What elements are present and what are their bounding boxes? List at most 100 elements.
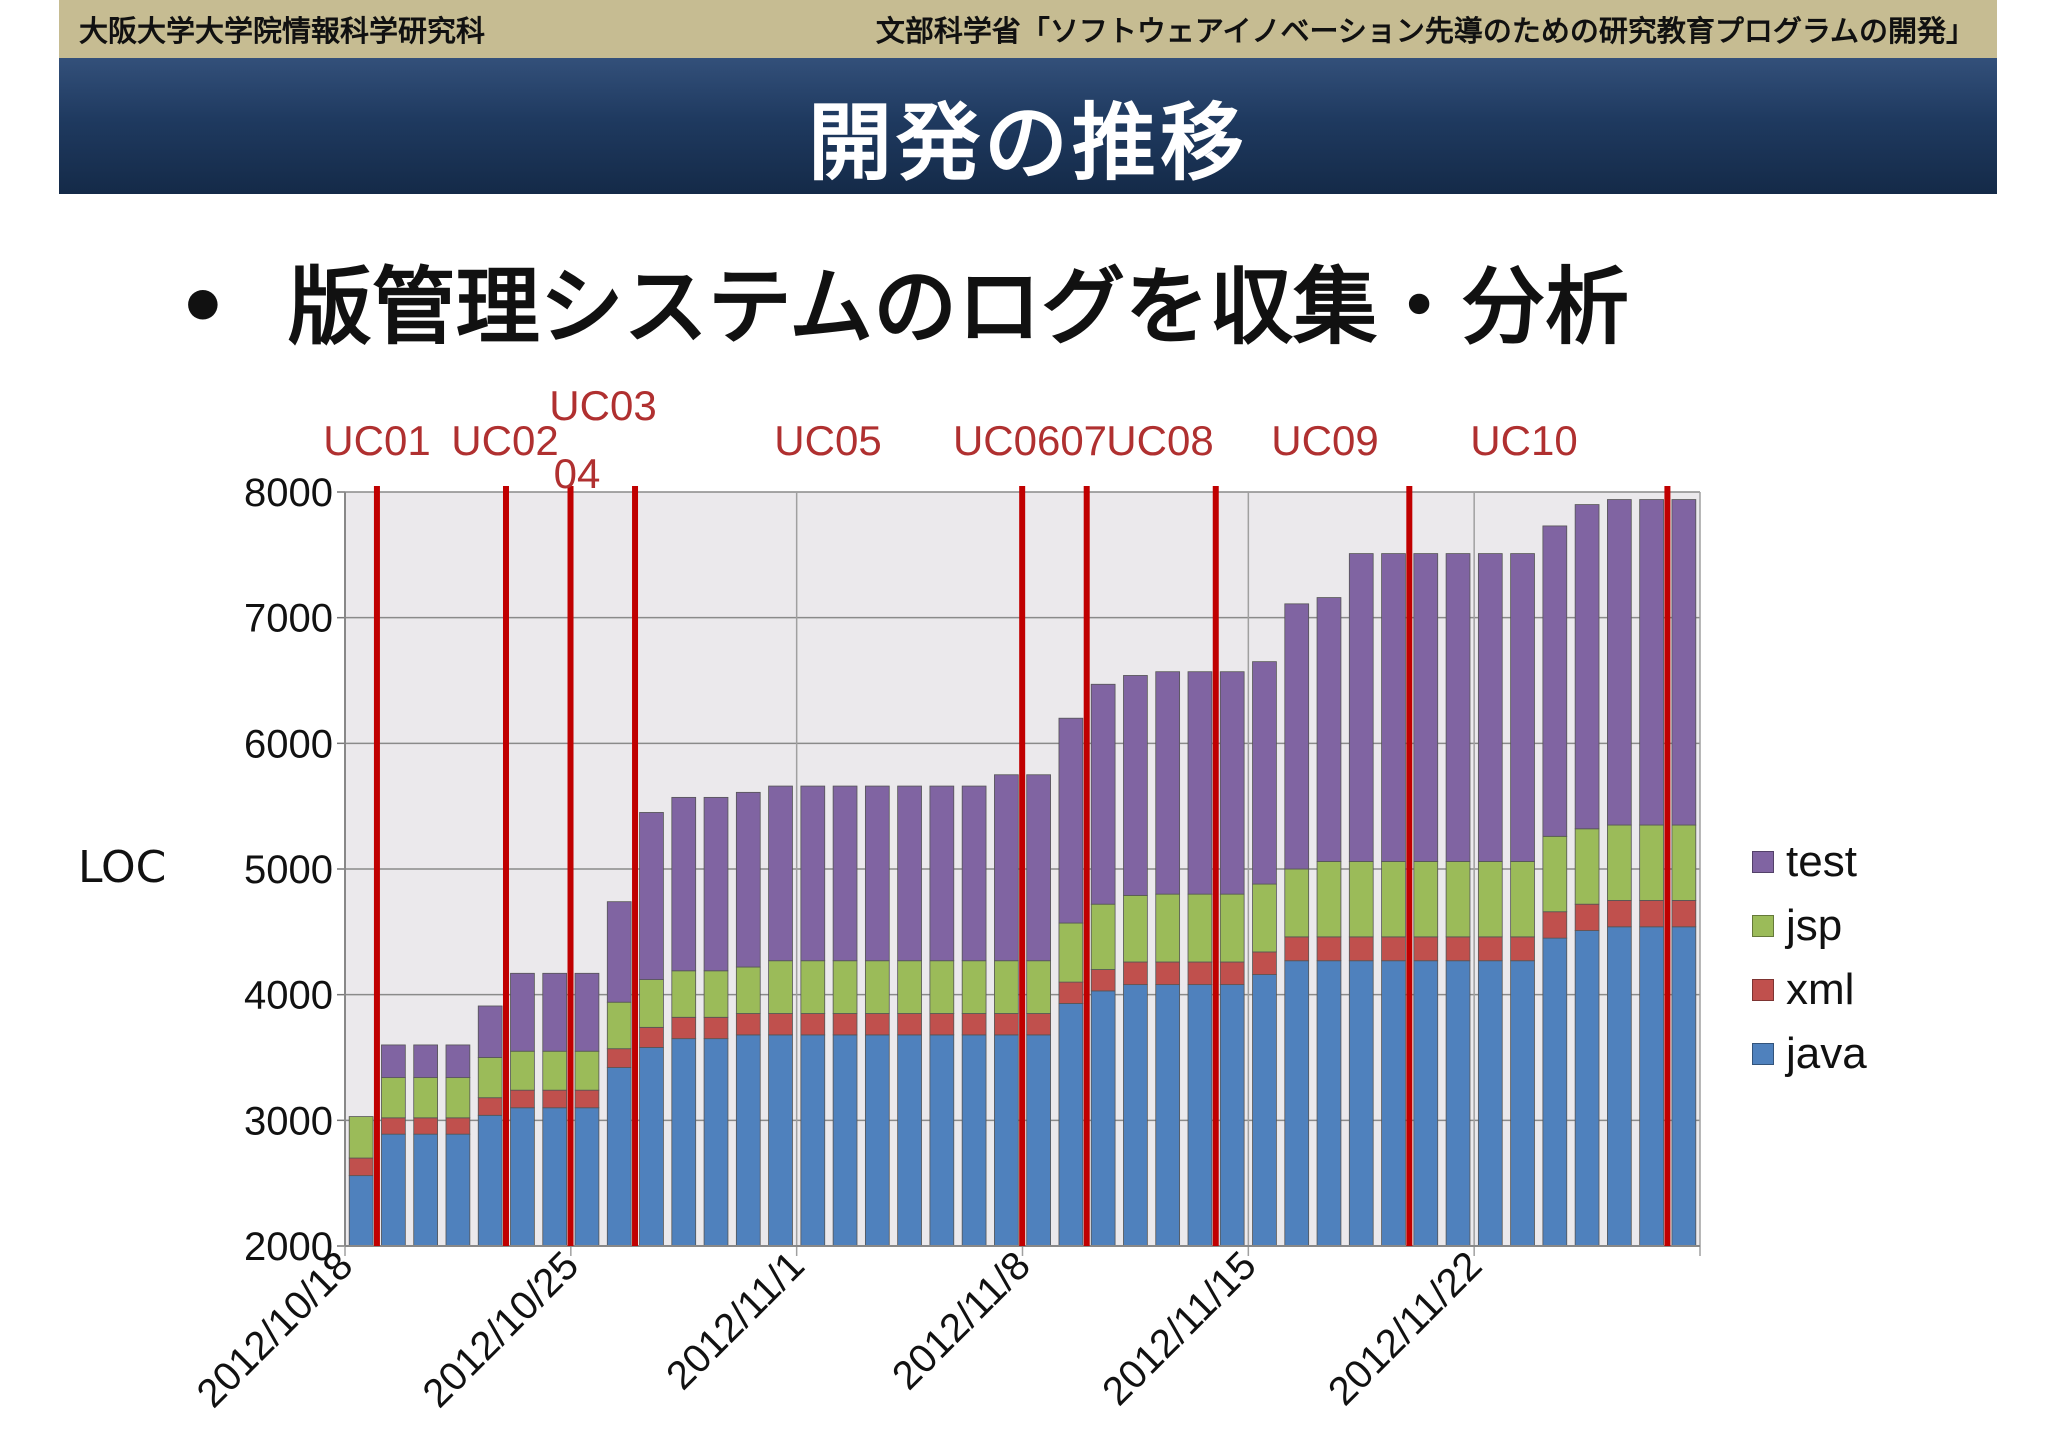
y-tick-label: 2000 <box>244 1225 333 1269</box>
bar-test <box>1574 504 1600 830</box>
y-tick-label: 3000 <box>244 1099 333 1143</box>
bar-test <box>832 785 858 962</box>
x-tick-label: 2012/11/1 <box>658 1243 813 1398</box>
bar-java <box>1058 1003 1084 1247</box>
bar-xml <box>929 1013 955 1036</box>
bar-test <box>897 785 922 962</box>
bar-test <box>1607 499 1632 826</box>
bar-test <box>1123 675 1148 896</box>
legend-label: java <box>1786 1029 1867 1078</box>
bar-java <box>768 1034 793 1247</box>
bar-java <box>1219 984 1245 1247</box>
bar-test <box>1284 603 1310 870</box>
y-axis-label: LOC <box>78 842 167 893</box>
bar-xml <box>1155 961 1181 986</box>
bar-xml <box>413 1117 438 1135</box>
bar-xml <box>477 1097 503 1116</box>
bar-java <box>1413 960 1439 1247</box>
milestone-label-line2: 04 <box>554 450 601 497</box>
legend-item-java: java <box>1752 1022 1867 1086</box>
bar-jsp <box>994 960 1019 1014</box>
y-tick-label: 6000 <box>244 722 333 766</box>
bar-jsp <box>1252 883 1277 953</box>
bar-test <box>1155 671 1181 895</box>
bar-test <box>1639 499 1664 826</box>
bar-test <box>413 1044 438 1079</box>
bar-test <box>1058 717 1084 924</box>
bar-jsp <box>477 1057 503 1099</box>
bar-java <box>510 1107 535 1247</box>
bar-jsp <box>1574 828 1600 905</box>
milestone-label: UC03 <box>549 382 656 429</box>
bar-test <box>574 972 600 1052</box>
bar-xml <box>1477 936 1503 962</box>
bar-java <box>445 1133 471 1247</box>
bar-java <box>574 1107 600 1247</box>
bar-xml <box>1542 911 1568 939</box>
bar-xml <box>1252 951 1277 975</box>
bar-java <box>1090 990 1116 1247</box>
bar-xml <box>703 1016 729 1040</box>
bar-xml <box>1639 900 1664 928</box>
bar-jsp <box>1058 922 1084 983</box>
bar-xml <box>574 1089 600 1109</box>
bar-jsp <box>671 970 697 1018</box>
bar-jsp <box>413 1077 438 1119</box>
bar-jsp <box>542 1050 568 1091</box>
title-bar: 開発の推移 <box>59 58 1997 194</box>
bar-jsp <box>606 1001 632 1050</box>
milestone-label: UC09 <box>1271 417 1378 464</box>
bar-xml <box>1574 903 1600 931</box>
bar-java <box>961 1034 987 1247</box>
bar-xml <box>1058 981 1084 1004</box>
program-name: 文部科学省「ソフトウェアイノベーション先導のための研究教育プログラムの開発」 <box>875 14 1975 48</box>
bar-java <box>1671 926 1697 1247</box>
bar-jsp <box>703 970 729 1018</box>
bar-jsp <box>1155 893 1181 963</box>
bar-xml <box>348 1157 374 1177</box>
bar-xml <box>735 1013 761 1036</box>
bar-java <box>1542 937 1568 1247</box>
bar-java <box>1607 926 1632 1247</box>
bar-java <box>703 1038 729 1247</box>
milestone-label: UC05 <box>774 417 881 464</box>
bar-test <box>1445 553 1471 862</box>
bar-test <box>1316 597 1342 862</box>
bar-xml <box>961 1013 987 1036</box>
bar-test <box>1671 499 1697 826</box>
legend-item-test: test <box>1752 830 1867 894</box>
bar-xml <box>1123 961 1148 986</box>
bar-java <box>1477 960 1503 1247</box>
bar-test <box>445 1044 471 1079</box>
chart-legend: test jsp xml java <box>1752 830 1867 1086</box>
bar-java <box>1252 974 1277 1247</box>
bar-test <box>1219 671 1245 895</box>
bar-xml <box>1607 900 1632 928</box>
bar-java <box>1574 930 1600 1247</box>
bar-java <box>1381 960 1406 1247</box>
bar-jsp <box>1090 903 1116 970</box>
bar-test <box>1252 661 1277 885</box>
bar-xml <box>1219 961 1245 986</box>
bar-jsp <box>348 1116 374 1159</box>
milestone-label: UC10 <box>1470 417 1577 464</box>
x-tick-label: 2012/10/18 <box>189 1243 362 1416</box>
bar-test <box>800 785 826 962</box>
bar-xml <box>800 1013 826 1036</box>
bar-xml <box>1284 936 1310 962</box>
bar-jsp <box>639 979 664 1028</box>
institution-name: 大阪大学大学院情報科学研究科 <box>79 14 486 48</box>
bar-java <box>1348 960 1374 1247</box>
bar-test <box>606 901 632 1003</box>
bar-test <box>929 785 955 962</box>
bar-java <box>1316 960 1342 1247</box>
bar-java <box>800 1034 826 1247</box>
legend-swatch <box>1752 851 1774 873</box>
legend-item-xml: xml <box>1752 958 1867 1022</box>
bar-test <box>1413 553 1439 862</box>
bullet-dot: • <box>176 258 230 356</box>
x-tick-label: 2012/11/15 <box>1094 1243 1265 1414</box>
bar-xml <box>768 1013 793 1036</box>
bar-java <box>381 1133 406 1247</box>
milestone-label: UC08 <box>1106 417 1213 464</box>
